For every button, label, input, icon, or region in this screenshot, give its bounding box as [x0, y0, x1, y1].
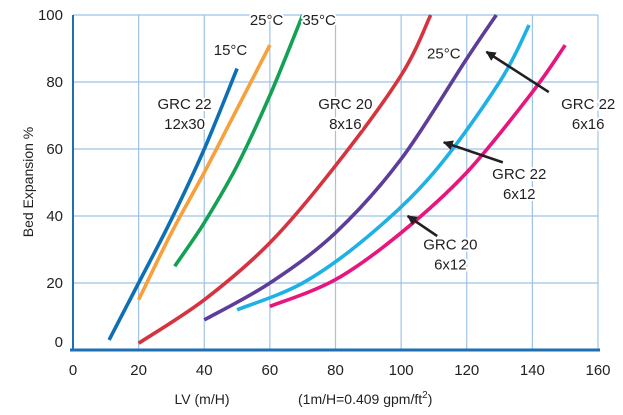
y-axis-title: Bed Expansion %: [20, 127, 36, 238]
grid: [73, 14, 599, 350]
x-axis-note-end: ): [428, 391, 433, 407]
annotation-label: GRC 22 6x16: [561, 96, 615, 133]
x-axis-title: LV (m/H): [175, 391, 230, 407]
annotation-arrows: [406, 50, 550, 238]
x-tick-label: 20: [130, 362, 147, 379]
series-line: [137, 14, 433, 345]
annotation-line: 15°C: [214, 42, 248, 59]
y-tick-label: 0: [55, 334, 63, 351]
annotation-label: GRC 20 8x16: [318, 96, 372, 133]
annotation-label: GRC 22 6x12: [492, 166, 546, 203]
annotation-line: 35°C: [302, 12, 336, 29]
annotation-line: GRC 22: [492, 166, 546, 183]
series-lines: [107, 13, 567, 345]
x-tick-label: 100: [389, 362, 414, 379]
y-tick-label: 20: [46, 275, 63, 292]
annotation-line: 6x12: [434, 257, 467, 274]
annotation-label: 25°C: [250, 12, 284, 29]
series-line: [203, 13, 498, 322]
annotation-arrow: [406, 214, 438, 238]
x-axis-note-sup: 2: [422, 390, 428, 401]
annotation-line: GRC 22: [561, 96, 615, 113]
annotation-arrow: [442, 140, 504, 164]
x-tick-label: 120: [454, 362, 479, 379]
annotation-line: 8x16: [329, 116, 362, 133]
x-tick-label: 140: [520, 362, 545, 379]
y-tick-label: 60: [46, 141, 63, 158]
y-tick-label: 40: [46, 208, 63, 225]
annotation-label: GRC 22 12x30: [157, 96, 211, 133]
y-tick-label: 100: [38, 7, 63, 24]
annotation-label: GRC 20 6x12: [423, 237, 477, 274]
x-tick-label: 40: [196, 362, 213, 379]
y-tick-label: 80: [46, 74, 63, 91]
series-line: [107, 67, 239, 341]
x-tick-label: 60: [262, 362, 279, 379]
annotation-arrow: [485, 50, 550, 94]
x-axis-note: (1m/H=0.409 gpm/ft2): [298, 390, 432, 407]
series-line: [236, 24, 531, 312]
annotation-line: GRC 20: [318, 96, 372, 113]
annotation-label: 15°C: [214, 42, 248, 59]
series-line: [173, 14, 305, 268]
annotation-line: 6x16: [572, 116, 605, 133]
annotation-line: 25°C: [250, 12, 284, 29]
x-tick-label: 0: [69, 362, 77, 379]
annotation-label: 25°C: [427, 46, 461, 63]
x-tick-label: 80: [327, 362, 344, 379]
tick-labels: 0 20 40 60 80 100 120 140 160 0 20 40 60 80 100: [38, 7, 611, 379]
annotation-label: 35°C: [302, 12, 336, 29]
series-line: [269, 44, 567, 309]
annotation-line: 6x12: [503, 186, 536, 203]
axes: [70, 15, 600, 352]
x-tick-label: 160: [585, 362, 610, 379]
annotation-line: 12x30: [164, 116, 205, 133]
annotation-line: GRC 22: [157, 96, 211, 113]
annotation-line: 25°C: [427, 46, 461, 63]
series-line: [136, 44, 272, 301]
annotation-line: GRC 20: [423, 237, 477, 254]
x-axis-note-main: (1m/H=0.409 gpm/ft: [298, 391, 422, 407]
